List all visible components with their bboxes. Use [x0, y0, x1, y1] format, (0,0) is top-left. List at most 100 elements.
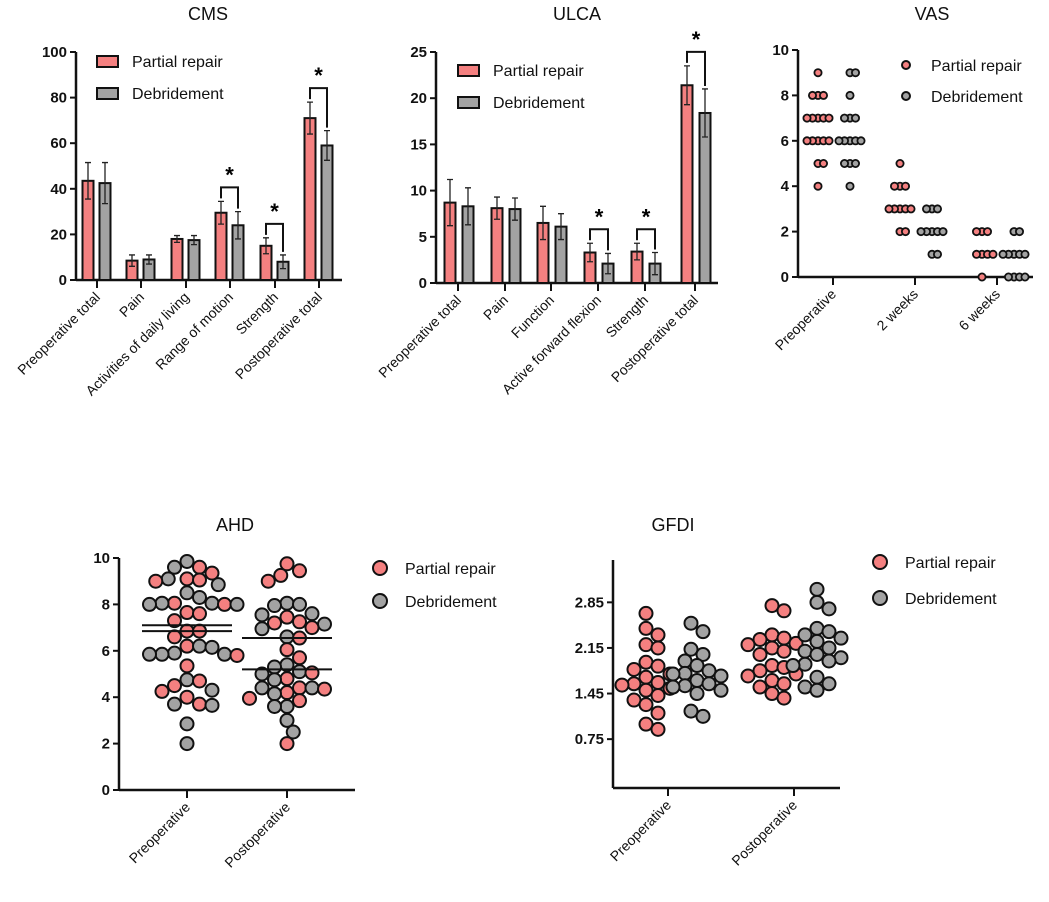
data-point [1020, 272, 1030, 282]
data-point [148, 573, 164, 589]
data-point [802, 136, 812, 146]
chart-title: GFDI [652, 515, 695, 535]
data-point [906, 204, 916, 214]
data-point [922, 204, 932, 214]
vas-chart: VAS 0 2 4 6 8 10 Preoperative 2 weeks 6 weeks Part… [772, 4, 1033, 353]
data-point [833, 650, 849, 666]
data-point [179, 716, 195, 732]
data-point [279, 685, 295, 701]
data-point [938, 227, 948, 237]
bar [170, 237, 184, 282]
data-point [210, 577, 226, 593]
data-point [167, 559, 182, 575]
data-point [167, 613, 182, 629]
significance-star: * [595, 204, 604, 229]
data-point [802, 113, 812, 123]
data-point [614, 677, 630, 693]
data-point [752, 663, 768, 679]
y-tick-label: 4 [102, 689, 111, 706]
data-point [713, 682, 729, 698]
data-point [204, 697, 220, 713]
data-point [797, 627, 813, 643]
legend-label: Debridement [931, 89, 1023, 106]
data-point [204, 565, 220, 581]
data-point [192, 572, 207, 588]
data-point [292, 664, 307, 680]
error-bar [447, 178, 453, 227]
data-point [160, 571, 176, 587]
y-tick-label: 40 [50, 181, 67, 198]
legend-label: Partial repair [493, 63, 584, 80]
data-point [267, 659, 282, 675]
data-point [983, 227, 993, 237]
bar [320, 144, 334, 281]
bar [187, 239, 201, 282]
data-point [267, 686, 282, 702]
data-point [977, 272, 987, 282]
data-point [279, 556, 295, 572]
data-point [142, 596, 157, 612]
legend-label: Partial repair [905, 555, 996, 572]
data-point [204, 639, 220, 655]
y-tick-label: 80 [50, 90, 67, 107]
data-point [267, 698, 282, 714]
data-point [204, 595, 220, 611]
data-point [785, 658, 801, 674]
data-point [279, 595, 295, 611]
data-point [154, 646, 170, 662]
y-tick-label: 2.15 [575, 640, 604, 657]
data-point [834, 136, 844, 146]
data-point [192, 673, 207, 689]
y-tick-label: 2 [102, 736, 110, 753]
data-point [665, 679, 681, 695]
data-point [809, 620, 825, 636]
data-point [701, 676, 717, 692]
data-point [292, 563, 307, 579]
data-point [764, 673, 780, 689]
data-point [285, 724, 301, 740]
legend-label: Debridement [493, 95, 585, 112]
gfdi-chart: GFDI 0.75 1.45 2.15 2.85 Preoperative Postoper… [575, 515, 997, 869]
significance-star: * [642, 204, 651, 229]
error-bar [191, 234, 197, 246]
error-bar [605, 252, 611, 275]
data-point [933, 249, 943, 259]
data-point [650, 627, 666, 643]
legend-swatch [96, 55, 119, 68]
x-tick-label: Pain [116, 289, 147, 320]
legend-label: Debridement [405, 594, 497, 611]
data-point [845, 181, 855, 191]
data-point [167, 696, 182, 712]
data-point [650, 640, 666, 656]
data-point [683, 703, 699, 719]
data-point [833, 630, 849, 646]
data-point [179, 689, 195, 705]
legend-label: Debridement [905, 591, 997, 608]
data-point [279, 609, 295, 625]
error-bar [174, 234, 180, 244]
data-point [304, 680, 320, 696]
data-point [317, 616, 332, 632]
data-point [740, 637, 756, 653]
data-point [229, 596, 245, 612]
data-point [809, 646, 825, 662]
data-point [819, 158, 829, 168]
data-point [179, 585, 195, 601]
legend-marker [901, 91, 911, 101]
data-point [267, 672, 282, 688]
data-point [824, 136, 834, 146]
data-point [764, 640, 780, 656]
data-point [695, 646, 711, 662]
data-point [267, 598, 282, 614]
data-point [809, 594, 825, 610]
data-point [740, 668, 756, 684]
data-point [317, 681, 332, 697]
data-point [179, 672, 195, 688]
data-point [665, 666, 681, 682]
data-point [890, 181, 900, 191]
data-point [808, 90, 818, 100]
data-point [638, 637, 654, 653]
data-point [179, 638, 195, 654]
x-tick-label: Preoperative [607, 797, 675, 865]
